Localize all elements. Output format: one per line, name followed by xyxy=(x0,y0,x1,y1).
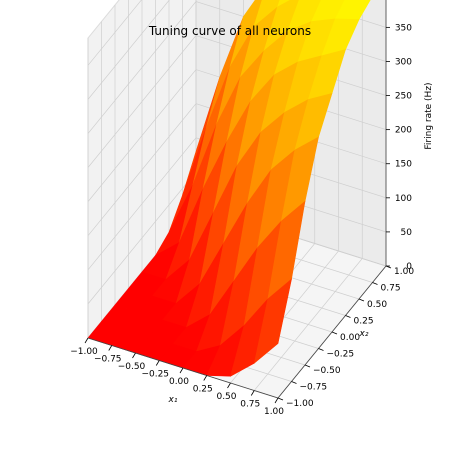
y-axis-label: x₂ xyxy=(359,329,369,339)
x-tick-label: 1.00 xyxy=(264,407,284,417)
y-tick-label: −0.25 xyxy=(327,350,355,360)
x-tick xyxy=(228,383,231,388)
y-tick xyxy=(278,398,283,400)
y-tick xyxy=(332,332,337,334)
y-tick-label: 0.00 xyxy=(340,333,360,343)
y-tick xyxy=(346,316,351,318)
x-tick-label: −0.25 xyxy=(141,370,169,380)
y-tick-label: 0.50 xyxy=(367,300,387,310)
z-tick-label: 100 xyxy=(395,194,412,204)
y-tick-label: 0.75 xyxy=(381,284,401,294)
x-tick-label: 0.50 xyxy=(216,392,236,402)
z-tick-label: 300 xyxy=(395,57,412,67)
y-tick-label: −1.00 xyxy=(286,399,314,409)
y-tick-label: −0.50 xyxy=(313,366,341,376)
x-tick xyxy=(180,368,183,373)
x-axis-label: x₁ xyxy=(168,395,178,405)
x-tick xyxy=(109,346,112,351)
z-tick-label: 150 xyxy=(395,160,412,170)
y-tick xyxy=(305,365,310,367)
z-tick-label: 50 xyxy=(401,228,413,238)
y-tick xyxy=(359,299,364,301)
y-tick-label: 0.25 xyxy=(354,317,374,327)
x-tick-label: 0.25 xyxy=(193,385,213,395)
y-tick xyxy=(292,382,297,384)
x-tick-label: 0.00 xyxy=(169,377,189,387)
y-tick xyxy=(319,349,324,351)
y-tick xyxy=(373,283,378,285)
z-tick-label: 0 xyxy=(406,262,412,272)
x-tick xyxy=(251,391,254,396)
x-tick xyxy=(204,376,207,381)
chart-title: Tuning curve of all neurons xyxy=(0,24,460,38)
x-tick xyxy=(85,338,88,343)
x-tick xyxy=(156,361,159,366)
x-tick xyxy=(275,398,278,403)
z-tick-label: 250 xyxy=(395,92,412,102)
y-tick-label: −0.75 xyxy=(300,383,328,393)
z-axis-label: Firing rate (Hz) xyxy=(424,82,434,149)
z-tick-label: 200 xyxy=(395,126,412,136)
x-tick-label: 0.75 xyxy=(240,400,260,410)
x-tick xyxy=(133,353,136,358)
